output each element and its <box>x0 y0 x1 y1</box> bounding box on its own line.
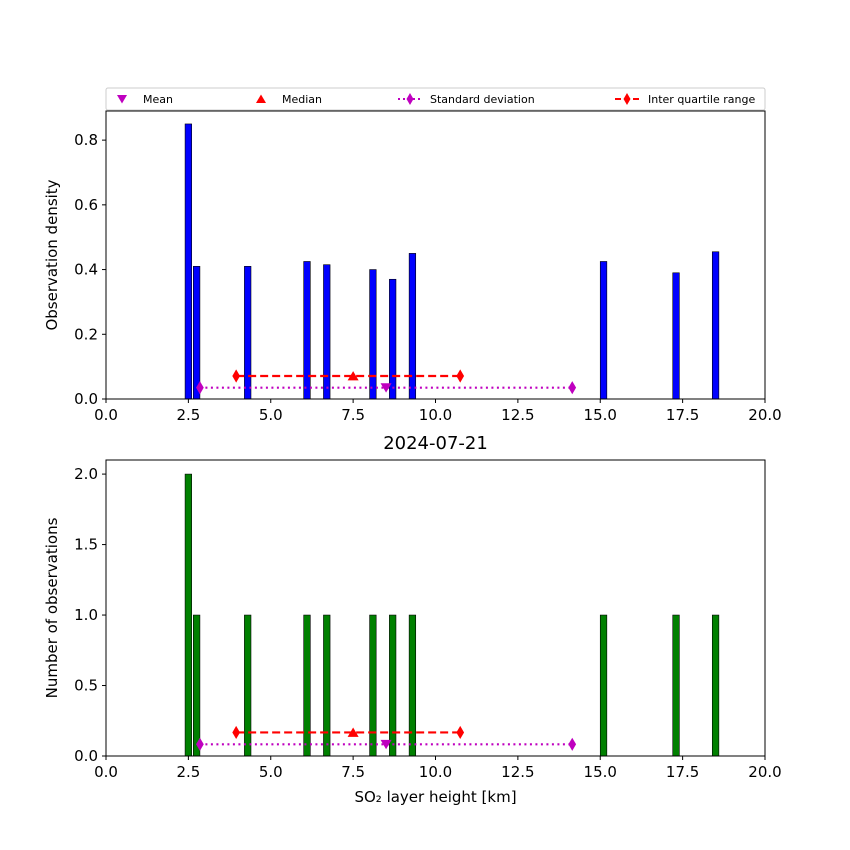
bar <box>303 261 311 400</box>
legend-label: Standard deviation <box>430 93 535 106</box>
x-tick-label: 10.0 <box>419 406 452 424</box>
bar <box>672 272 680 400</box>
bar <box>711 614 720 757</box>
mean-marker <box>380 383 392 393</box>
legend-label: Median <box>282 93 322 106</box>
bar <box>369 269 377 400</box>
triangle-up-icon <box>256 94 266 103</box>
legend-entry: Mean <box>117 93 173 106</box>
x-tick-label: 20.0 <box>748 763 781 781</box>
iqr-marker <box>456 369 465 383</box>
legend-label: Mean <box>143 93 173 106</box>
x-tick-label: 10.0 <box>419 763 452 781</box>
x-tick-label: 5.0 <box>259 406 283 424</box>
x-tick-label: 0.0 <box>94 763 118 781</box>
bar <box>711 251 720 400</box>
legend: Mean Median Standard deviation Inter quarti… <box>105 87 766 111</box>
std-marker <box>568 381 577 395</box>
bar <box>599 614 608 757</box>
count-y-label: Number of observations <box>43 517 61 698</box>
legend-entry: Inter quartile range <box>615 93 755 106</box>
y-tick-label: 1.5 <box>74 536 98 554</box>
x-tick-label: 7.5 <box>341 763 365 781</box>
mean-marker <box>380 739 392 750</box>
y-tick-label: 0.8 <box>74 131 98 149</box>
x-tick-label: 7.5 <box>341 406 365 424</box>
bar <box>303 614 311 757</box>
x-tick-label: 5.0 <box>259 763 283 781</box>
y-tick-label: 0.0 <box>74 747 98 765</box>
y-tick-label: 0.6 <box>74 196 98 214</box>
bar <box>408 253 417 400</box>
y-tick-label: 2.0 <box>74 465 98 483</box>
bar <box>184 123 192 400</box>
bar <box>389 278 397 400</box>
density-panel: 0.0 2.5 5.0 7.5 10.0 12.5 15.0 17.5 20.0 0.00.20… <box>43 87 782 424</box>
bar <box>244 266 252 400</box>
count-stats <box>196 725 577 751</box>
std-marker <box>568 737 577 751</box>
bar <box>244 614 252 757</box>
count-title: 2024-07-21 <box>383 433 488 454</box>
density-y-label: Observation density <box>43 179 61 330</box>
density-x-ticks: 0.0 2.5 5.0 7.5 10.0 12.5 15.0 17.5 20.0 <box>94 399 782 424</box>
bar <box>369 614 377 757</box>
bar <box>672 614 680 757</box>
x-tick-label: 15.0 <box>584 763 617 781</box>
bar <box>408 614 417 757</box>
median-marker <box>347 727 359 737</box>
density-y-ticks: 0.0 0.2 0.4 0.6 0.8 <box>74 131 106 408</box>
density-bars <box>184 123 720 400</box>
std-marker <box>196 381 204 395</box>
bar <box>323 614 331 757</box>
density-axes-frame <box>105 110 766 400</box>
x-tick-label: 12.5 <box>501 763 534 781</box>
count-axes-frame <box>105 459 766 757</box>
bar <box>193 614 201 757</box>
count-bars <box>184 473 720 757</box>
y-tick-label: 0.4 <box>74 261 98 279</box>
count-y-ticks: 0.0 0.5 1.0 1.5 2.0 <box>74 465 106 765</box>
std-marker <box>196 737 204 751</box>
y-tick-label: 0.2 <box>74 325 98 343</box>
bar <box>323 264 331 400</box>
count-panel: 2024-07-21 0.0 2.5 5.0 7.5 10.0 12.5 15.0 17.5 2… <box>43 433 782 806</box>
count-x-ticks: 0.0 2.5 5.0 7.5 10.0 12.5 15.0 17.5 20.0 <box>94 756 782 781</box>
x-tick-label: 0.0 <box>94 406 118 424</box>
x-tick-label: 20.0 <box>748 406 781 424</box>
y-tick-label: 0.0 <box>74 390 98 408</box>
iqr-marker <box>232 725 241 740</box>
diamond-icon <box>623 93 631 105</box>
legend-label: Inter quartile range <box>648 93 755 106</box>
iqr-marker <box>232 369 241 383</box>
legend-entry: Standard deviation <box>398 93 535 106</box>
x-tick-label: 2.5 <box>176 406 200 424</box>
x-tick-label: 17.5 <box>666 406 699 424</box>
legend-box <box>105 87 766 111</box>
bar <box>193 266 201 400</box>
x-tick-label: 15.0 <box>584 406 617 424</box>
x-tick-label: 2.5 <box>176 763 200 781</box>
x-tick-label: 17.5 <box>666 763 699 781</box>
median-marker <box>347 371 359 381</box>
x-tick-label: 12.5 <box>501 406 534 424</box>
bar <box>389 614 397 757</box>
iqr-marker <box>456 725 465 740</box>
diamond-icon <box>406 93 414 105</box>
bar <box>184 473 192 757</box>
density-stats <box>196 369 577 395</box>
count-x-label: SO₂ layer height [km] <box>354 788 516 806</box>
y-tick-label: 0.5 <box>74 677 98 695</box>
bar <box>599 261 608 400</box>
y-tick-label: 1.0 <box>74 606 98 624</box>
legend-entry: Median <box>256 93 322 106</box>
triangle-down-icon <box>117 95 127 104</box>
